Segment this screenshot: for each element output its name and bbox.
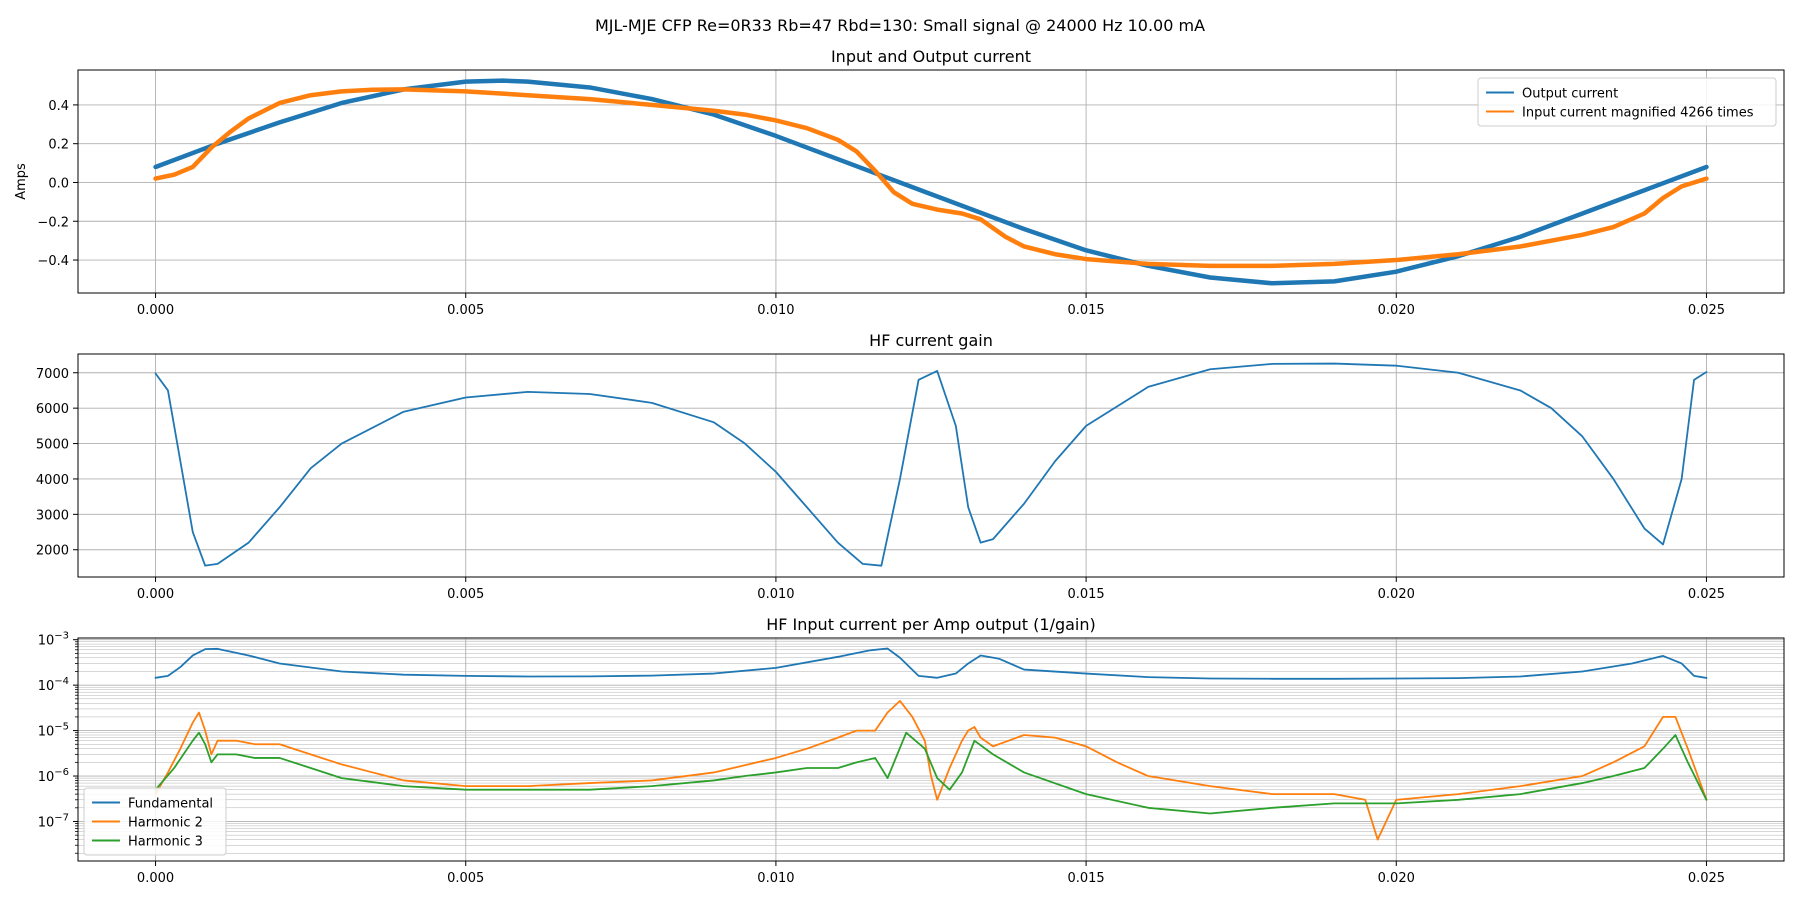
subplot-hf-input-current-per-amp: 0.000 0.005 0.010 0.015 0.020 0.025 10−7 10−6 10… [38, 615, 1785, 886]
legend-box [1477, 77, 1777, 127]
y-tick-label: 4000 [36, 473, 69, 488]
y-tick-label: 7000 [36, 367, 69, 382]
x-tick-label: 0.000 [137, 871, 174, 886]
axes-frame [77, 637, 1785, 862]
series-line-input-current-magnified-4266-times [153, 87, 1709, 269]
figure-suptitle: MJL-MJE CFP Re=0R33 Rb=47 Rbd=130: Small… [595, 16, 1205, 35]
subplot-title: HF current gain [869, 331, 993, 350]
x-tick-label: 0.015 [1067, 587, 1104, 602]
x-tick-label: 0.015 [1067, 871, 1104, 886]
y-tick-label: 2000 [36, 544, 69, 559]
series-line-harmonic-2 [154, 700, 1708, 841]
y-tick-label: 10−7 [38, 812, 69, 830]
series-line-gain [154, 362, 1708, 567]
legend-label: Output current [1522, 87, 1618, 102]
y-tick-label: 10−6 [38, 767, 69, 785]
x-tick-label: 0.020 [1378, 303, 1415, 318]
subplot-title: HF Input current per Amp output (1/gain) [766, 615, 1096, 634]
x-tick-label: 0.025 [1688, 871, 1725, 886]
series-line-harmonic-3 [154, 731, 1708, 815]
series-line-output-current [153, 78, 1709, 286]
y-tick-label: −0.2 [37, 215, 69, 230]
series-line-fundamental [154, 647, 1708, 680]
x-tick-label: 0.025 [1688, 587, 1725, 602]
legend-box [83, 787, 227, 856]
y-tick-label: −0.4 [37, 254, 69, 269]
y-tick-label: 10−3 [38, 631, 69, 649]
legend: Fundamental Harmonic 2 Harmonic 3 [83, 787, 227, 856]
x-tick-label: 0.015 [1067, 303, 1104, 318]
legend-label: Fundamental [128, 797, 213, 812]
y-tick-label: 0.0 [48, 176, 69, 191]
x-tick-label: 0.010 [757, 871, 794, 886]
y-tick-label: 3000 [36, 508, 69, 523]
series-group [154, 647, 1708, 841]
y-axis-label: Amps [14, 163, 29, 200]
legend: Output current Input current magnified 42… [1477, 77, 1777, 127]
x-tick-label: 0.010 [757, 587, 794, 602]
x-tick-label: 0.020 [1378, 871, 1415, 886]
x-tick-label: 0.025 [1688, 303, 1725, 318]
x-tick-label: 0.010 [757, 303, 794, 318]
legend-label: Input current magnified 4266 times [1522, 106, 1754, 121]
y-tick-label: 10−4 [38, 676, 69, 694]
legend-label: Harmonic 3 [128, 835, 203, 850]
x-tick-label: 0.005 [447, 587, 484, 602]
subplot-hf-current-gain: 0.000 0.005 0.010 0.015 0.020 0.025 2000 3000 40… [36, 331, 1785, 602]
y-tick-label: 0.4 [48, 99, 69, 114]
y-tick-label: 6000 [36, 402, 69, 417]
x-tick-label: 0.005 [447, 871, 484, 886]
series-group [154, 362, 1708, 567]
axes-frame [77, 69, 1785, 294]
y-tick-label: 10−5 [38, 722, 69, 740]
x-tick-label: 0.020 [1378, 587, 1415, 602]
y-tick-label: 0.2 [48, 138, 69, 153]
subplot-input-output-current: 0.000 0.005 0.010 0.015 0.020 0.025 −0.4 −0.2 0.… [14, 47, 1785, 318]
x-tick-label: 0.000 [137, 587, 174, 602]
legend-label: Harmonic 2 [128, 816, 203, 831]
y-tick-label: 5000 [36, 438, 69, 453]
subplot-title: Input and Output current [831, 47, 1031, 66]
series-group [153, 78, 1709, 286]
x-tick-label: 0.005 [447, 303, 484, 318]
x-tick-label: 0.000 [137, 303, 174, 318]
axes-frame [77, 353, 1785, 578]
